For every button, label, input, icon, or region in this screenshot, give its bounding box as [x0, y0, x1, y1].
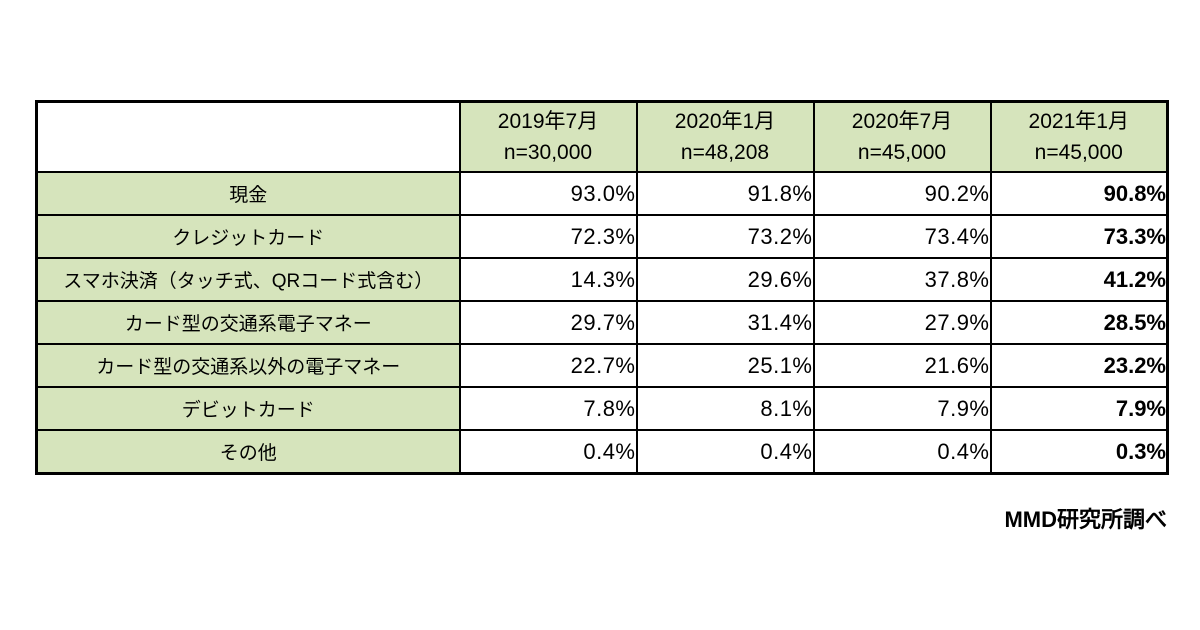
value-cell-latest: 73.3%	[989, 214, 1169, 259]
value-cell: 29.7%	[458, 300, 638, 345]
value-cell-latest: 0.3%	[989, 429, 1169, 475]
value-cell-latest: 23.2%	[989, 343, 1169, 388]
column-header-2020-07: 2020年7月 n=45,000	[812, 100, 992, 173]
value-cell: 37.8%	[812, 257, 992, 302]
value-cell: 73.4%	[812, 214, 992, 259]
value-cell: 7.8%	[458, 386, 638, 431]
column-sample-size: n=30,000	[503, 141, 593, 164]
value-cell: 93.0%	[458, 171, 638, 216]
column-sample-size: n=48,208	[680, 141, 770, 164]
value-cell: 0.4%	[635, 429, 815, 475]
column-header-2020-01: 2020年1月 n=48,208	[635, 100, 815, 173]
column-period: 2020年7月	[851, 110, 953, 133]
column-header-2021-01: 2021年1月 n=45,000	[989, 100, 1169, 173]
table-row-other: その他 0.4% 0.4% 0.4% 0.3%	[35, 429, 1169, 475]
column-sample-size: n=45,000	[1034, 141, 1123, 164]
table-row-credit-card: クレジットカード 72.3% 73.2% 73.4% 73.3%	[35, 214, 1169, 259]
table-row-debit-card: デビットカード 7.8% 8.1% 7.9% 7.9%	[35, 386, 1169, 431]
value-cell: 29.6%	[635, 257, 815, 302]
row-label: デビットカード	[35, 386, 461, 431]
column-period: 2020年1月	[674, 110, 776, 133]
value-cell: 25.1%	[635, 343, 815, 388]
value-cell: 31.4%	[635, 300, 815, 345]
value-cell: 72.3%	[458, 214, 638, 259]
value-cell-latest: 41.2%	[989, 257, 1169, 302]
value-cell-latest: 28.5%	[989, 300, 1169, 345]
row-label: スマホ決済（タッチ式、QRコード式含む）	[35, 257, 461, 302]
value-cell: 91.8%	[635, 171, 815, 216]
value-cell: 0.4%	[812, 429, 992, 475]
value-cell: 8.1%	[635, 386, 815, 431]
value-cell: 21.6%	[812, 343, 992, 388]
value-cell: 0.4%	[458, 429, 638, 475]
value-cell: 7.9%	[812, 386, 992, 431]
value-cell: 14.3%	[458, 257, 638, 302]
source-credit: MMD研究所調べ	[1004, 507, 1167, 532]
row-label: カード型の交通系電子マネー	[35, 300, 461, 345]
value-cell: 73.2%	[635, 214, 815, 259]
table-row-transit-emoney-card: カード型の交通系電子マネー 29.7% 31.4% 27.9% 28.5%	[35, 300, 1169, 345]
row-label: その他	[35, 429, 461, 475]
payment-methods-usage-table: 2019年7月 n=30,000 2020年1月 n=48,208 2020年7…	[35, 100, 1169, 475]
value-cell-latest: 7.9%	[989, 386, 1169, 431]
value-cell-latest: 90.8%	[989, 171, 1169, 216]
row-label: 現金	[35, 171, 461, 216]
column-header-2019-07: 2019年7月 n=30,000	[458, 100, 638, 173]
column-period: 2021年1月	[1028, 110, 1129, 133]
value-cell: 27.9%	[812, 300, 992, 345]
column-period: 2019年7月	[497, 110, 599, 133]
corner-blank-cell	[35, 100, 461, 173]
column-sample-size: n=45,000	[857, 141, 947, 164]
value-cell: 90.2%	[812, 171, 992, 216]
table-row-cash: 現金 93.0% 91.8% 90.2% 90.8%	[35, 171, 1169, 216]
table-row-non-transit-emoney-card: カード型の交通系以外の電子マネー 22.7% 25.1% 21.6% 23.2%	[35, 343, 1169, 388]
table-row-smartphone-payment: スマホ決済（タッチ式、QRコード式含む） 14.3% 29.6% 37.8% 4…	[35, 257, 1169, 302]
header-row: 2019年7月 n=30,000 2020年1月 n=48,208 2020年7…	[35, 100, 1169, 173]
row-label: クレジットカード	[35, 214, 461, 259]
value-cell: 22.7%	[458, 343, 638, 388]
row-label: カード型の交通系以外の電子マネー	[35, 343, 461, 388]
